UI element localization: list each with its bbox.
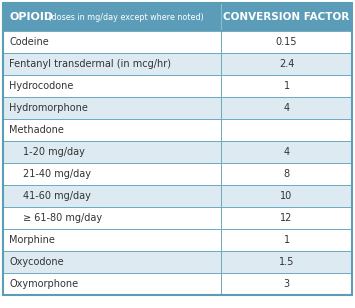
Text: 41-60 mg/day: 41-60 mg/day: [23, 191, 91, 201]
Text: 21-40 mg/day: 21-40 mg/day: [23, 169, 91, 179]
Bar: [3, 185, 352, 207]
Text: 4: 4: [284, 147, 290, 157]
Text: (doses in mg/day except where noted): (doses in mg/day except where noted): [46, 13, 204, 22]
Text: 1: 1: [284, 235, 290, 245]
Text: Oxycodone: Oxycodone: [9, 257, 64, 267]
Bar: [3, 97, 352, 119]
Text: 2.4: 2.4: [279, 59, 294, 69]
Text: Hydromorphone: Hydromorphone: [9, 103, 88, 113]
Text: 0.15: 0.15: [276, 37, 297, 47]
Bar: [3, 31, 352, 53]
Text: CONVERSION FACTOR: CONVERSION FACTOR: [223, 12, 350, 22]
Bar: [3, 75, 352, 97]
Text: OPIOID: OPIOID: [9, 12, 53, 22]
Text: Fentanyl transdermal (in mcg/hr): Fentanyl transdermal (in mcg/hr): [9, 59, 171, 69]
Text: 1-20 mg/day: 1-20 mg/day: [23, 147, 85, 157]
Text: 1: 1: [284, 81, 290, 91]
Text: Morphine: Morphine: [9, 235, 55, 245]
Bar: [3, 207, 352, 229]
Bar: [3, 229, 352, 251]
Text: Hydrocodone: Hydrocodone: [9, 81, 73, 91]
Bar: [3, 3, 352, 31]
Bar: [3, 119, 352, 141]
Text: Methadone: Methadone: [9, 125, 64, 135]
Text: Codeine: Codeine: [9, 37, 49, 47]
Text: 12: 12: [280, 213, 293, 223]
Text: Oxymorphone: Oxymorphone: [9, 279, 78, 289]
Bar: [3, 53, 352, 75]
Text: 8: 8: [284, 169, 290, 179]
Bar: [3, 273, 352, 295]
Bar: [3, 163, 352, 185]
Bar: [3, 251, 352, 273]
Text: 3: 3: [284, 279, 290, 289]
Text: 1.5: 1.5: [279, 257, 294, 267]
Text: 4: 4: [284, 103, 290, 113]
Bar: [3, 141, 352, 163]
Text: 10: 10: [280, 191, 293, 201]
Text: ≥ 61-80 mg/day: ≥ 61-80 mg/day: [23, 213, 102, 223]
